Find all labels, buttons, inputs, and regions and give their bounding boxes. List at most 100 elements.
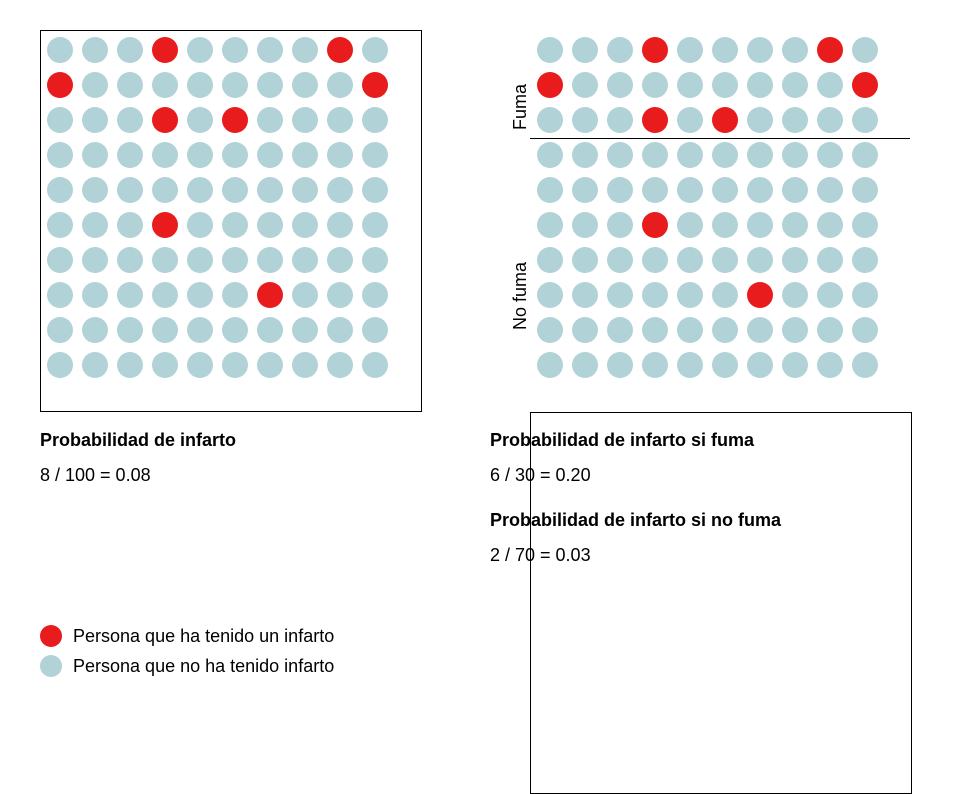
dot-no-infarto — [82, 107, 108, 133]
label-fuma: Fuma — [510, 84, 531, 130]
dot-no-infarto — [362, 352, 388, 378]
dot-infarto — [642, 212, 668, 238]
dot-no-infarto — [607, 247, 633, 273]
dot-no-infarto — [152, 352, 178, 378]
dot-no-infarto — [117, 107, 143, 133]
dot-no-infarto — [712, 282, 738, 308]
dot-no-infarto — [852, 247, 878, 273]
dot-no-infarto — [817, 107, 843, 133]
dot-no-infarto — [117, 317, 143, 343]
label-no-fuma: No fuma — [510, 262, 531, 330]
right-stat-nofuma: 2 / 70 = 0.03 — [490, 545, 591, 566]
dot-no-infarto — [292, 72, 318, 98]
dot-no-infarto — [222, 317, 248, 343]
dot-no-infarto — [747, 247, 773, 273]
dot-no-infarto — [292, 352, 318, 378]
dot-no-infarto — [712, 177, 738, 203]
dot-no-infarto — [782, 107, 808, 133]
dot-no-infarto — [187, 317, 213, 343]
dot-no-infarto — [677, 352, 703, 378]
dot-no-infarto — [47, 107, 73, 133]
dot-no-infarto — [782, 282, 808, 308]
dot-no-infarto — [607, 282, 633, 308]
dot-infarto — [817, 37, 843, 63]
dot-no-infarto — [852, 142, 878, 168]
dot-no-infarto — [292, 247, 318, 273]
dot-no-infarto — [292, 317, 318, 343]
dot-no-infarto — [747, 37, 773, 63]
dot-no-infarto — [117, 212, 143, 238]
dot-no-infarto — [117, 37, 143, 63]
dot-no-infarto — [817, 282, 843, 308]
dot-no-infarto — [572, 317, 598, 343]
dot-no-infarto — [82, 142, 108, 168]
dot-no-infarto — [817, 142, 843, 168]
dot-no-infarto — [187, 72, 213, 98]
dot-no-infarto — [572, 212, 598, 238]
dot-no-infarto — [327, 72, 353, 98]
dot-no-infarto — [327, 212, 353, 238]
dot-no-infarto — [642, 72, 668, 98]
left-stat: 8 / 100 = 0.08 — [40, 465, 151, 486]
dot-no-infarto — [537, 212, 563, 238]
dot-no-infarto — [537, 352, 563, 378]
dot-no-infarto — [537, 317, 563, 343]
dot-no-infarto — [152, 142, 178, 168]
dot-infarto — [152, 212, 178, 238]
right-divider — [530, 138, 910, 139]
dot-no-infarto — [642, 142, 668, 168]
dot-no-infarto — [187, 142, 213, 168]
dot-no-infarto — [642, 352, 668, 378]
dot-no-infarto — [677, 142, 703, 168]
legend-no-infarto: Persona que no ha tenido infarto — [40, 655, 334, 677]
dot-no-infarto — [817, 352, 843, 378]
legend-no-infarto-swatch — [40, 655, 62, 677]
dot-no-infarto — [47, 247, 73, 273]
dot-infarto — [747, 282, 773, 308]
dot-no-infarto — [642, 282, 668, 308]
dot-no-infarto — [712, 212, 738, 238]
dot-no-infarto — [572, 247, 598, 273]
dot-no-infarto — [362, 282, 388, 308]
dot-no-infarto — [642, 177, 668, 203]
dot-no-infarto — [117, 352, 143, 378]
dot-no-infarto — [362, 142, 388, 168]
dot-no-infarto — [292, 107, 318, 133]
dot-no-infarto — [852, 352, 878, 378]
dot-no-infarto — [817, 317, 843, 343]
dot-no-infarto — [222, 352, 248, 378]
dot-no-infarto — [817, 72, 843, 98]
dot-no-infarto — [537, 37, 563, 63]
dot-no-infarto — [782, 142, 808, 168]
dot-no-infarto — [327, 142, 353, 168]
dot-no-infarto — [292, 177, 318, 203]
dot-no-infarto — [362, 37, 388, 63]
left-dot-grid — [40, 30, 420, 410]
dot-no-infarto — [642, 317, 668, 343]
dot-no-infarto — [712, 142, 738, 168]
dot-no-infarto — [152, 72, 178, 98]
dot-no-infarto — [187, 177, 213, 203]
dot-no-infarto — [572, 107, 598, 133]
dot-no-infarto — [257, 107, 283, 133]
dot-no-infarto — [82, 212, 108, 238]
dot-no-infarto — [222, 37, 248, 63]
dot-no-infarto — [82, 177, 108, 203]
dot-no-infarto — [747, 317, 773, 343]
dot-no-infarto — [712, 72, 738, 98]
dot-no-infarto — [47, 282, 73, 308]
dot-no-infarto — [327, 247, 353, 273]
dot-no-infarto — [817, 177, 843, 203]
dot-no-infarto — [677, 212, 703, 238]
dot-no-infarto — [82, 72, 108, 98]
legend-infarto-swatch — [40, 625, 62, 647]
dot-no-infarto — [747, 142, 773, 168]
dot-infarto — [152, 37, 178, 63]
dot-no-infarto — [257, 212, 283, 238]
dot-no-infarto — [82, 352, 108, 378]
dot-no-infarto — [117, 177, 143, 203]
dot-no-infarto — [152, 317, 178, 343]
dot-no-infarto — [782, 247, 808, 273]
dot-no-infarto — [572, 142, 598, 168]
dot-no-infarto — [222, 177, 248, 203]
